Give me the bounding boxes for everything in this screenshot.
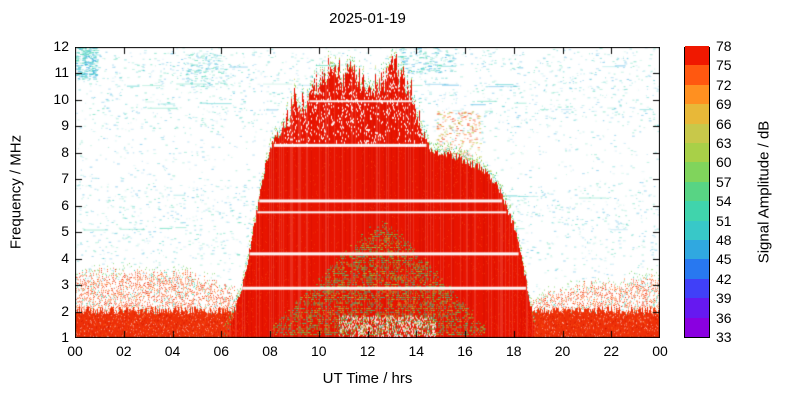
colorbar-segment — [685, 123, 709, 143]
x-tick-label: 00 — [652, 344, 668, 359]
y-tick-label: 3 — [39, 277, 69, 292]
x-tick-label: 10 — [311, 344, 327, 359]
x-tick-label: 20 — [555, 344, 571, 359]
x-tick-label: 06 — [213, 344, 229, 359]
colorbar-tick-label: 57 — [716, 175, 732, 190]
colorbar-segment — [685, 278, 709, 298]
colorbar-tick-label: 33 — [716, 330, 732, 345]
colorbar-segment — [685, 259, 709, 279]
colorbar-tick-label: 66 — [716, 117, 732, 132]
x-tick-label: 22 — [603, 344, 619, 359]
y-tick-label: 11 — [39, 65, 69, 80]
colorbar-tick-label: 60 — [716, 155, 732, 170]
chart-title: 2025-01-19 — [75, 10, 660, 27]
colorbar-segment — [685, 201, 709, 221]
colorbar-tick-label: 75 — [716, 58, 732, 73]
y-tick-label: 2 — [39, 304, 69, 319]
x-tick-label: 14 — [408, 344, 424, 359]
colorbar-label: Signal Amplitude / dB — [756, 121, 773, 264]
y-tick-label: 9 — [39, 118, 69, 133]
colorbar-segment — [685, 104, 709, 124]
colorbar-segment — [685, 240, 709, 260]
colorbar-tick-label: 72 — [716, 78, 732, 93]
colorbar-tick-label: 48 — [716, 233, 732, 248]
x-tick-label: 04 — [165, 344, 181, 359]
y-tick-label: 8 — [39, 145, 69, 160]
colorbar-segment — [685, 317, 709, 337]
colorbar-tick-label: 39 — [716, 291, 732, 306]
x-tick-label: 00 — [67, 344, 83, 359]
colorbar — [684, 47, 710, 338]
colorbar-segment — [685, 46, 709, 66]
y-tick-label: 12 — [39, 39, 69, 54]
colorbar-tick-label: 78 — [716, 39, 732, 54]
spectrogram-page: 2025-01-19 Frequency / MHz 00 02 04 06 08 10 1… — [0, 0, 800, 400]
x-tick-label: 18 — [506, 344, 522, 359]
colorbar-segment — [685, 220, 709, 240]
colorbar-segment — [685, 84, 709, 104]
colorbar-tick-label: 42 — [716, 272, 732, 287]
y-tick-label: 6 — [39, 198, 69, 213]
y-tick-label: 1 — [39, 330, 69, 345]
x-axis-label: UT Time / hrs — [75, 370, 660, 387]
y-axis-label: Frequency / MHz — [8, 135, 25, 249]
colorbar-segment — [685, 143, 709, 163]
y-tick-label: 10 — [39, 92, 69, 107]
colorbar-tick-label: 36 — [716, 311, 732, 326]
y-tick-label: 5 — [39, 224, 69, 239]
colorbar-tick-label: 51 — [716, 214, 732, 229]
colorbar-segment — [685, 162, 709, 182]
x-tick-label: 08 — [262, 344, 278, 359]
colorbar-segment — [685, 298, 709, 318]
colorbar-tick-label: 45 — [716, 252, 732, 267]
colorbar-segment — [685, 65, 709, 85]
x-tick-label: 02 — [116, 344, 132, 359]
y-tick-label: 7 — [39, 171, 69, 186]
colorbar-tick-label: 63 — [716, 136, 732, 151]
x-tick-label: 12 — [360, 344, 376, 359]
spectrogram-canvas — [75, 47, 660, 338]
x-tick-label: 16 — [457, 344, 473, 359]
y-tick-label: 4 — [39, 251, 69, 266]
colorbar-segment — [685, 181, 709, 201]
colorbar-tick-label: 54 — [716, 194, 732, 209]
colorbar-tick-label: 69 — [716, 97, 732, 112]
